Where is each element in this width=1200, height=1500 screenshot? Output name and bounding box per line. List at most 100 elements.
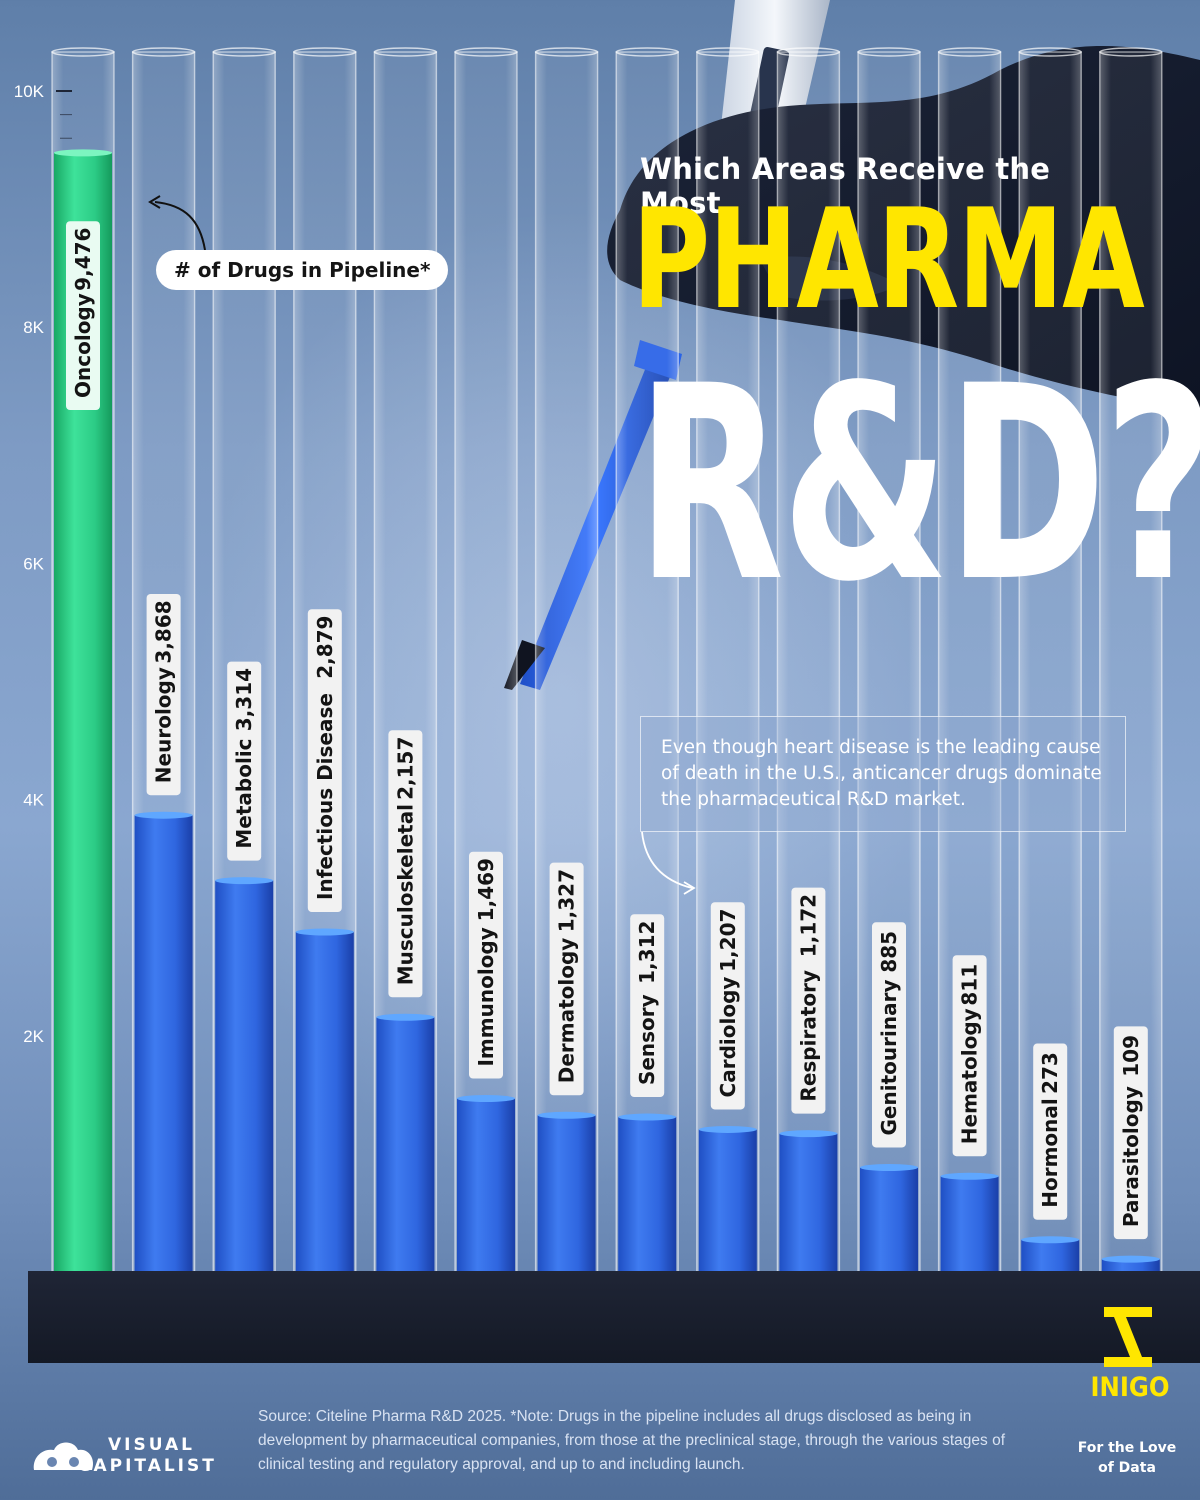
- bar-surface: [779, 1130, 838, 1138]
- bar-hormonal: [1021, 1239, 1080, 1272]
- annotation-note: Even though heart disease is the leading…: [640, 716, 1126, 832]
- test-tube-rim: [776, 47, 841, 57]
- test-tube-rim: [937, 47, 1002, 57]
- category-label: Hormonal: [1038, 1098, 1062, 1208]
- bar-label: Metabolic 3,314: [227, 661, 262, 861]
- bar-label-background: [1113, 1026, 1148, 1240]
- test-tube-rim: [615, 47, 679, 57]
- y-tick-label: 8K: [23, 318, 44, 337]
- category-label: Dermatology: [555, 938, 579, 1084]
- category-label: Respiratory: [796, 970, 820, 1102]
- title-line-2: PHARMA: [632, 179, 1145, 340]
- y-tick-label: 4K: [23, 791, 44, 810]
- category-label: Metabolic: [232, 738, 256, 848]
- visual-capitalist-word-2: CAPITALIST: [78, 1456, 217, 1476]
- bar-label: Parasitology 109: [1113, 1026, 1148, 1240]
- data-value-label: 1,172: [796, 894, 820, 957]
- data-value-label: 3,314: [232, 668, 256, 731]
- title-line-1: Which Areas Receive the Most: [640, 152, 1051, 220]
- bar-hematology: [940, 1176, 999, 1272]
- bar-musculoskeletal: [376, 1017, 435, 1272]
- test-tube-rim: [534, 47, 599, 57]
- test-tube-rim: [696, 47, 760, 57]
- inigo-brand-name: INIGO: [1090, 1372, 1170, 1403]
- tube-rack-base: [28, 1271, 1200, 1363]
- source-note: Source: Citeline Pharma R&D 2025. *Note:…: [258, 1408, 1005, 1473]
- bar-label: Genitourinary 885: [872, 922, 906, 1148]
- bar-label-background: [872, 922, 906, 1148]
- category-label: Genitourinary: [877, 980, 901, 1136]
- bar-neurology: [134, 815, 193, 1272]
- bar-label: Dermatology 1,327: [549, 862, 584, 1096]
- annotation-arrows: [148, 195, 696, 895]
- bar-label-background: [307, 609, 342, 912]
- bar-cardiology: [698, 1129, 757, 1272]
- category-label: Sensory: [635, 994, 659, 1085]
- bar-label: Musculoskeletal 2,157: [388, 730, 423, 998]
- bar-label: Hormonal 273: [1033, 1043, 1068, 1220]
- title-line-3: R&D?: [636, 329, 1200, 641]
- bar-label-background: [630, 914, 665, 1098]
- bar-surface: [215, 877, 274, 885]
- bar-label: Respiratory 1,172: [791, 887, 826, 1114]
- bar-respiratory: [779, 1133, 838, 1272]
- category-label: Immunology: [474, 927, 498, 1066]
- bar-label: Neurology 3,868: [146, 593, 181, 796]
- visual-capitalist-logo-icon: [33, 1442, 94, 1470]
- category-label: Hematology: [958, 1008, 982, 1144]
- data-value-label: 1,207: [716, 909, 740, 972]
- bar-infectious-disease: [295, 931, 354, 1272]
- y-tick-label: 6K: [23, 554, 44, 573]
- bar-surface: [376, 1013, 435, 1021]
- test-tube-rim: [857, 47, 921, 57]
- category-label: Oncology: [71, 293, 95, 398]
- data-value-label: 273: [1038, 1052, 1062, 1094]
- bar-label: Immunology 1,469: [469, 851, 503, 1079]
- data-value-label: 1,312: [635, 921, 659, 984]
- inigo-tagline: For the Love of Data: [1077, 1440, 1177, 1476]
- test-tube-rim: [373, 47, 438, 57]
- bar-label-background: [66, 221, 100, 410]
- bar-label-background: [952, 955, 987, 1157]
- bar-surface: [134, 811, 193, 819]
- data-value-label: 1,327: [555, 869, 579, 932]
- bar-genitourinary: [860, 1167, 918, 1272]
- test-tube: [454, 51, 518, 1273]
- bar-dermatology: [537, 1115, 596, 1272]
- bar-surface: [698, 1125, 757, 1133]
- test-tube-rim: [1099, 47, 1163, 57]
- category-label: Parasitology: [1119, 1086, 1143, 1227]
- bar-surface: [1021, 1236, 1080, 1244]
- category-label: Neurology: [152, 667, 176, 783]
- bar-immunology: [457, 1098, 515, 1272]
- bar-surface: [1101, 1255, 1160, 1263]
- bar-surface: [457, 1095, 515, 1103]
- test-tube-rim: [454, 47, 518, 57]
- bar-metabolic: [215, 880, 274, 1272]
- bar-surface: [940, 1172, 999, 1180]
- data-value-label: 3,868: [152, 600, 176, 663]
- test-tube-rim: [212, 47, 276, 57]
- bar-surface: [537, 1111, 596, 1119]
- bar-label-background: [146, 593, 181, 796]
- data-value-label: 1,469: [474, 858, 498, 921]
- bar-label-background: [549, 862, 584, 1096]
- bar-label: Sensory 1,312: [630, 914, 665, 1098]
- y-axis-label-badge: # of Drugs in Pipeline*: [156, 250, 449, 290]
- category-label: Cardiology: [716, 977, 740, 1098]
- bar-sensory: [618, 1117, 677, 1272]
- bar-surface: [618, 1113, 677, 1121]
- inigo-logo-icon: [1104, 1307, 1152, 1367]
- bar-label-background: [791, 887, 826, 1114]
- category-label: Musculoskeletal: [393, 804, 417, 985]
- bar-label: Cardiology 1,207: [710, 902, 745, 1110]
- data-value-label: 811: [958, 964, 982, 1006]
- category-label: Infectious Disease: [313, 693, 337, 900]
- data-value-label: 2,157: [393, 737, 417, 800]
- bar-label-background: [388, 730, 423, 998]
- data-value-label: 9,476: [71, 228, 95, 291]
- data-value-label: 2,879: [313, 616, 337, 679]
- test-tube-rim: [51, 47, 115, 57]
